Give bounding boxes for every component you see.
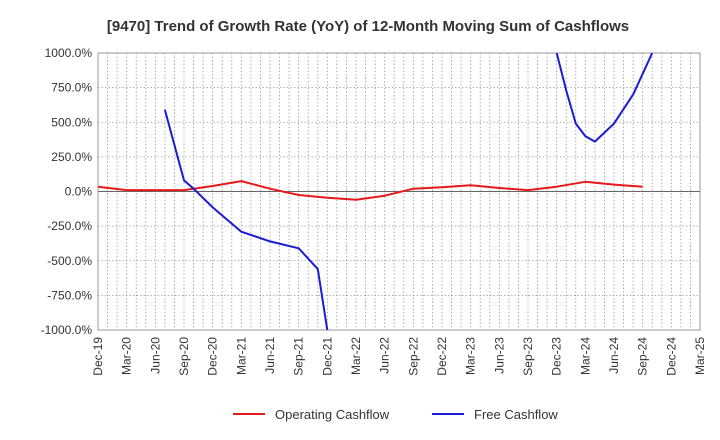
series-layer xyxy=(98,53,654,330)
x-tick-label: Sep-24 xyxy=(636,337,650,376)
x-tick-label: Dec-22 xyxy=(435,337,449,376)
y-tick-label: -1000.0% xyxy=(41,323,93,337)
plot-frame xyxy=(97,52,701,331)
x-tick-label: Mar-22 xyxy=(349,337,363,375)
x-tick-label: Mar-21 xyxy=(234,337,248,375)
x-tick-label: Dec-24 xyxy=(664,337,678,376)
x-tick-label: Mar-25 xyxy=(693,337,707,375)
y-tick-label: 500.0% xyxy=(51,115,92,129)
x-tick-label: Dec-20 xyxy=(206,337,220,376)
y-tick-label: 1000.0% xyxy=(45,46,93,60)
free-cashflow-legend-label: Free Cashflow xyxy=(474,407,558,422)
x-tick-label: Jun-24 xyxy=(607,337,621,374)
y-tick-label: 250.0% xyxy=(51,150,92,164)
y-tick-label: 0.0% xyxy=(65,185,93,199)
y-tick-label: 750.0% xyxy=(51,81,92,95)
operating-cashflow-legend-label: Operating Cashflow xyxy=(275,407,390,422)
x-tick-label: Sep-22 xyxy=(406,337,420,376)
x-tick-label: Jun-21 xyxy=(263,337,277,374)
x-tick-label: Dec-23 xyxy=(550,337,564,376)
chart-title: [9470] Trend of Growth Rate (YoY) of 12-… xyxy=(107,18,629,35)
x-tick-label: Mar-23 xyxy=(464,337,478,375)
x-tick-label: Mar-20 xyxy=(120,337,134,375)
y-tick-label: -250.0% xyxy=(47,219,92,233)
free-cashflow-line xyxy=(555,53,654,143)
x-tick-label: Sep-21 xyxy=(292,337,306,376)
x-tick-label: Dec-19 xyxy=(91,337,105,376)
x-tick-label: Sep-23 xyxy=(521,337,535,376)
y-tick-label: -750.0% xyxy=(47,288,92,302)
legend: Operating Cashflow Free Cashflow xyxy=(233,407,558,422)
operating-cashflow-line xyxy=(98,180,643,201)
x-tick-label: Mar-24 xyxy=(578,337,592,375)
axis-layer: 1000.0% 750.0% 500.0% 250.0% 0.0% -250.0% -500… xyxy=(41,46,707,376)
x-tick-label: Sep-20 xyxy=(177,337,191,376)
x-tick-label: Jun-20 xyxy=(148,337,162,374)
x-tick-label: Dec-21 xyxy=(320,337,334,376)
free-cashflow-line xyxy=(163,109,329,330)
y-tick-label: -500.0% xyxy=(47,254,92,268)
x-tick-label: Jun-22 xyxy=(378,337,392,374)
x-tick-label: Jun-23 xyxy=(492,337,506,374)
